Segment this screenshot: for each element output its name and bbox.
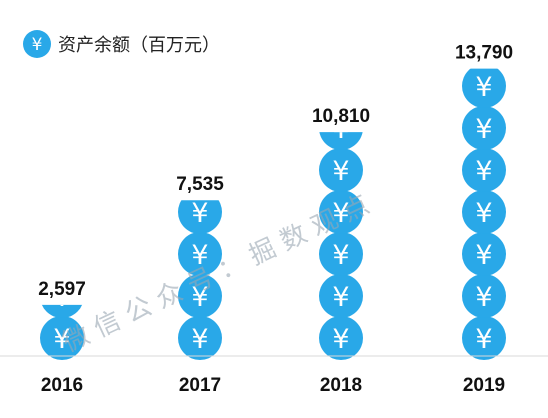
category-label: 2016: [41, 375, 83, 396]
coin-circle: [319, 232, 363, 276]
yuan-glyph: ¥: [332, 324, 349, 355]
coin-circle: [462, 106, 506, 150]
yuan-glyph: ¥: [191, 198, 208, 229]
coin-mark: ¥: [319, 114, 363, 150]
coin-circle: [41, 304, 83, 318]
yuan-glyph: ¥: [475, 72, 492, 103]
coin-mark: ¥: [41, 282, 83, 318]
yuan-glyph: ¥: [332, 240, 349, 271]
coin-mark: ¥: [178, 232, 222, 276]
coin-circle: [319, 148, 363, 192]
yuan-glyph: ¥: [191, 324, 208, 355]
coin-circle: [178, 232, 222, 276]
coin-mark: ¥: [462, 190, 506, 234]
legend-icon-glyph: ¥: [32, 35, 43, 55]
yuan-glyph: ¥: [53, 324, 70, 355]
yuan-coin-icon: [23, 30, 51, 58]
coin-mark: ¥: [40, 316, 84, 360]
coin-circle: [462, 232, 506, 276]
coin-mark: ¥: [462, 316, 506, 360]
yuan-glyph: ¥: [475, 240, 492, 271]
coin-circle: [462, 148, 506, 192]
yuan-glyph: ¥: [475, 324, 492, 355]
yuan-glyph: ¥: [191, 240, 208, 271]
coin-mark: ¥: [462, 148, 506, 192]
category-label: 2017: [179, 375, 221, 396]
coin-circle: [178, 316, 222, 360]
coin-mark: ¥: [462, 232, 506, 276]
coin-circle: [462, 190, 506, 234]
coin-circle: [319, 316, 363, 360]
value-label: 10,810: [312, 106, 370, 127]
coin-mark: ¥: [178, 198, 222, 234]
coin-circle: [319, 274, 363, 318]
category-label: 2018: [320, 375, 362, 396]
coin-mark: ¥: [462, 274, 506, 318]
coin-mark: ¥: [319, 274, 363, 318]
yuan-glyph: ¥: [332, 282, 349, 313]
coin-mark: ¥: [178, 316, 222, 360]
yuan-glyph: ¥: [332, 156, 349, 187]
coin-mark: ¥: [462, 68, 506, 108]
coin-circle: [462, 274, 506, 318]
yuan-glyph: ¥: [475, 114, 492, 145]
value-label: 2,597: [38, 279, 86, 300]
legend: ¥ 资产余额（百万元）: [23, 30, 220, 58]
value-label: 13,790: [455, 43, 513, 64]
coin-mark: ¥: [319, 148, 363, 192]
yuan-glyph: ¥: [475, 156, 492, 187]
coin-mark: ¥: [319, 190, 363, 234]
coin-mark: ¥: [462, 106, 506, 150]
coin-circle: [319, 190, 363, 234]
coin-circle: [178, 274, 222, 318]
yuan-glyph: ¥: [53, 282, 70, 313]
coin-circle: [178, 200, 222, 234]
value-labels: 2,597 7,535 10,810 13,790: [38, 43, 513, 300]
coin-stacks: ¥ ¥ ¥ ¥ ¥ ¥ ¥ ¥ ¥ ¥ ¥ ¥ ¥ ¥ ¥ ¥ ¥ ¥ ¥: [40, 68, 506, 360]
coin-mark: ¥: [319, 316, 363, 360]
legend-label: 资产余额（百万元）: [58, 35, 220, 56]
yuan-glyph: ¥: [332, 114, 349, 145]
value-label: 7,535: [176, 174, 224, 195]
yuan-glyph: ¥: [475, 198, 492, 229]
category-label: 2019: [463, 375, 505, 396]
category-labels: 2016 2017 2018 2019: [41, 375, 505, 396]
yuan-glyph: ¥: [332, 198, 349, 229]
coin-circle: [462, 316, 506, 360]
coin-circle: [462, 68, 506, 108]
coin-circle: [319, 132, 363, 150]
coin-mark: ¥: [178, 274, 222, 318]
coin-mark: ¥: [319, 232, 363, 276]
yuan-glyph: ¥: [475, 282, 492, 313]
yuan-glyph: ¥: [191, 282, 208, 313]
coin-circle: [40, 316, 84, 360]
